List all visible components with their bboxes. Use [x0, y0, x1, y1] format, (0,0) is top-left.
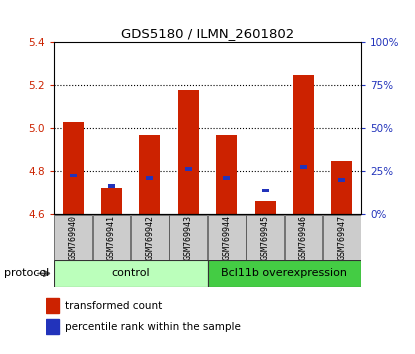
Bar — [323, 215, 361, 260]
Bar — [46, 319, 59, 334]
Bar — [146, 176, 154, 179]
Bar — [208, 260, 361, 287]
Bar — [185, 167, 192, 171]
Text: Bcl11b overexpression: Bcl11b overexpression — [221, 268, 347, 279]
Bar — [216, 135, 237, 214]
Text: GSM769945: GSM769945 — [261, 215, 270, 260]
Bar — [338, 178, 345, 182]
Text: GSM769941: GSM769941 — [107, 215, 116, 260]
Bar — [101, 188, 122, 214]
Text: GSM769942: GSM769942 — [145, 215, 154, 260]
Text: GSM769947: GSM769947 — [337, 215, 347, 260]
Bar — [139, 135, 161, 214]
Bar — [208, 215, 246, 260]
Text: GSM769946: GSM769946 — [299, 215, 308, 260]
Bar — [223, 176, 230, 179]
Text: control: control — [111, 268, 150, 279]
Text: GSM769940: GSM769940 — [68, 215, 78, 260]
Text: percentile rank within the sample: percentile rank within the sample — [65, 322, 241, 332]
Bar — [54, 215, 92, 260]
Text: GSM769943: GSM769943 — [184, 215, 193, 260]
Text: protocol: protocol — [4, 268, 49, 279]
Title: GDS5180 / ILMN_2601802: GDS5180 / ILMN_2601802 — [121, 27, 294, 40]
Bar — [108, 184, 115, 188]
Bar — [46, 298, 59, 313]
Bar — [285, 215, 322, 260]
Bar — [246, 215, 284, 260]
Text: transformed count: transformed count — [65, 301, 162, 311]
Bar — [293, 75, 314, 214]
Bar — [63, 122, 84, 214]
Bar — [178, 90, 199, 214]
Bar — [261, 189, 269, 193]
Bar — [300, 165, 307, 169]
Bar — [331, 160, 352, 214]
Bar — [254, 201, 276, 214]
Bar — [131, 215, 169, 260]
Bar — [93, 215, 130, 260]
Bar — [54, 260, 208, 287]
Text: GSM769944: GSM769944 — [222, 215, 231, 260]
Bar — [70, 173, 77, 177]
Bar — [169, 215, 207, 260]
